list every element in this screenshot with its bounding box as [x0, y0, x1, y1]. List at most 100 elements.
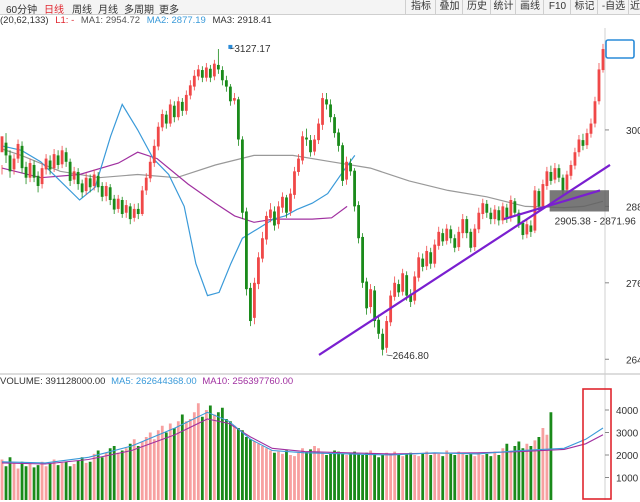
toolbar-button-4[interactable]: 画线 [515, 0, 544, 14]
volume-bar [289, 455, 292, 500]
toolbar-button-6[interactable]: 标记 [570, 0, 598, 14]
volume-bar [148, 432, 152, 500]
candle-body [413, 276, 417, 301]
candle-body [285, 197, 288, 213]
candle-body [321, 98, 324, 125]
candle-body [569, 164, 573, 176]
volume-bar [361, 455, 365, 500]
candle-body [489, 212, 493, 220]
candle-body [164, 114, 168, 124]
volume-bar [357, 453, 360, 500]
candle-body [52, 154, 56, 169]
candle-body [457, 231, 461, 248]
candle-body [64, 152, 68, 162]
candle-body [208, 68, 212, 78]
toolbar-button-8[interactable]: 近 [628, 0, 640, 14]
candle-body [537, 191, 541, 207]
volume-bar [421, 453, 425, 500]
volume-bar [505, 443, 509, 500]
volume-bar [108, 448, 112, 500]
candle-body [281, 196, 284, 208]
volume-bar [216, 412, 220, 500]
candle-body [601, 49, 605, 71]
volume-bar [285, 450, 288, 500]
candle-body [313, 139, 316, 152]
volume-bar [92, 453, 96, 500]
volume-bar [385, 452, 389, 500]
high-label: 3127.17 [234, 44, 271, 55]
volume-bar [377, 457, 381, 500]
volume-bar [369, 450, 373, 500]
candle-body [80, 183, 84, 193]
candle-body [577, 139, 581, 153]
period-tab-0[interactable]: 60分钟 [6, 5, 38, 16]
candle-body [485, 203, 489, 213]
volume-bar [192, 412, 196, 500]
candle-body [148, 161, 152, 179]
volume-bar [353, 451, 356, 500]
candle-body [132, 208, 136, 218]
candle-body [176, 101, 180, 118]
period-tab-2[interactable]: 周线 [72, 5, 92, 16]
candle-body [353, 170, 356, 207]
volume-bar [533, 440, 537, 500]
volume-bar [277, 451, 280, 500]
volume-bar [545, 434, 549, 500]
toolbar-button-0[interactable]: 指标 [405, 0, 436, 14]
volume-bar [212, 414, 216, 500]
toolbar-button-7[interactable]: -自选 [597, 0, 629, 14]
candle-body [525, 224, 529, 235]
volume-bar [52, 459, 56, 500]
candle-body [297, 158, 300, 172]
volume-axis-label: 2000 [616, 451, 639, 462]
candle-body [461, 219, 465, 234]
period-tab-3[interactable]: 月线 [98, 5, 118, 16]
candle-body [40, 168, 44, 185]
toolbar-button-1[interactable]: 叠加 [435, 0, 463, 14]
ma3-line [1, 151, 348, 223]
volume-bar [4, 466, 8, 500]
volume-bar [44, 466, 48, 500]
price-axis-label: 276 [626, 279, 640, 290]
volume-bar [525, 443, 529, 500]
toolbar-button-2[interactable]: 历史 [462, 0, 491, 14]
low-pointer [386, 354, 393, 357]
period-tab-4[interactable]: 多周期 [124, 5, 154, 16]
volume-bar [341, 453, 344, 500]
toolbar-button-5[interactable]: F10 [543, 0, 571, 14]
candle-body [309, 140, 312, 153]
period-tab-1[interactable]: 日线 [44, 5, 64, 16]
candle-body [433, 244, 437, 264]
candle-body [16, 143, 20, 159]
candle-body [477, 212, 481, 230]
volume-bar [513, 446, 517, 500]
volume-bar [236, 428, 240, 500]
candle-body [184, 94, 188, 111]
volume-bar [405, 453, 409, 500]
ma2-value: MA2: 2877.19 [146, 15, 206, 26]
candle-body [48, 160, 52, 170]
candle-body [389, 295, 393, 323]
volume-bar [537, 437, 541, 500]
volume-bar [445, 450, 449, 500]
l1-value: L1: - [55, 15, 75, 26]
volume-bar [116, 452, 120, 500]
volume-bar [176, 421, 180, 500]
volume-bar [297, 452, 300, 500]
period-tab-5[interactable]: 更多 [159, 5, 179, 16]
volume-bar [489, 456, 493, 500]
candle-body [60, 150, 64, 165]
volume-bar [40, 461, 44, 500]
candle-body [72, 171, 76, 180]
volume-bar [208, 405, 212, 500]
ma-params: (20,62,133) [0, 15, 49, 26]
candle-body [545, 171, 549, 186]
candle-body [261, 238, 264, 259]
candle-body [453, 238, 457, 248]
candle-body [481, 203, 485, 215]
volume-bar [24, 466, 28, 500]
volume-bar [521, 448, 525, 500]
candle-body [349, 163, 352, 172]
toolbar-button-3[interactable]: 统计 [490, 0, 516, 14]
